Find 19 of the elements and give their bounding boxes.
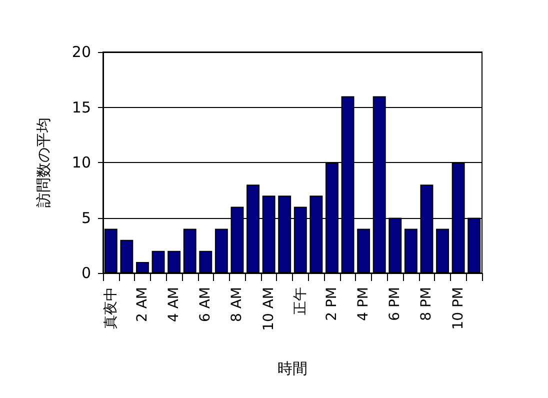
y-tick-label: 5 — [81, 208, 91, 227]
x-tick-label: 8 PM — [418, 287, 435, 321]
x-tick-label: 2 AM — [134, 287, 150, 322]
y-axis-title: 訪問数の平均 — [34, 118, 52, 208]
x-tick-label: 8 AM — [229, 287, 246, 322]
x-tick-label: 4 PM — [356, 287, 372, 321]
x-tick-label: 真夜中 — [102, 287, 119, 329]
x-tick-label: 正午 — [292, 287, 308, 315]
y-tick-label: 0 — [81, 264, 91, 282]
y-tick-label: 10 — [72, 154, 91, 172]
x-tick-label: 4 AM — [166, 287, 182, 322]
x-axis-title: 時間 — [278, 360, 308, 378]
y-tick-label: 20 — [72, 43, 91, 61]
x-tick-label: 10 AM — [260, 287, 277, 331]
x-tick-label: 6 AM — [198, 287, 214, 322]
x-tick-label: 2 PM — [324, 287, 340, 321]
x-tick-label: 6 PM — [387, 287, 404, 321]
x-tick-label: 10 PM — [450, 287, 466, 330]
y-tick-label: 15 — [72, 98, 91, 116]
